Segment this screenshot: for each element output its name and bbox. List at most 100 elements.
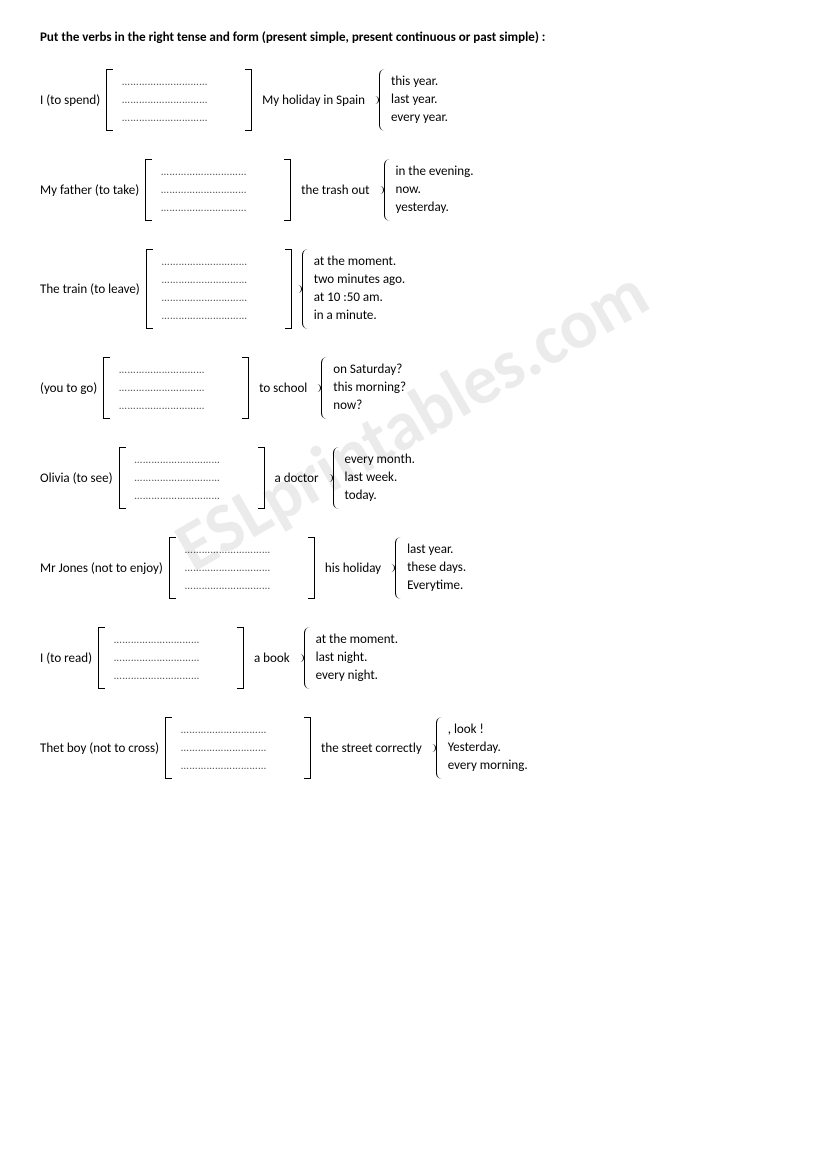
exercise-mid: to school bbox=[255, 381, 311, 396]
blanks-bracket: ……………………………………………………………………………… bbox=[165, 717, 311, 779]
blank-line[interactable]: ………………………… bbox=[181, 757, 295, 775]
blank-line[interactable]: ………………………… bbox=[185, 577, 299, 595]
ending-text: at the moment. bbox=[316, 631, 398, 649]
blank-line[interactable]: ………………………… bbox=[181, 721, 295, 739]
blanks-bracket: ……………………………………………………………………………… bbox=[98, 627, 244, 689]
blank-line[interactable]: ………………………… bbox=[135, 451, 249, 469]
endings-brace: in the evening.now.yesterday. bbox=[380, 159, 480, 221]
ending-text: now? bbox=[333, 397, 406, 415]
ending-text: yesterday. bbox=[396, 199, 474, 217]
ending-text: , look ! bbox=[448, 721, 528, 739]
blank-line[interactable]: ………………………… bbox=[114, 631, 228, 649]
blank-line[interactable]: ………………………… bbox=[119, 361, 233, 379]
brace-left bbox=[391, 537, 401, 599]
blanks-bracket: ……………………………………………………………………………… bbox=[106, 69, 252, 131]
ending-text: every month. bbox=[345, 451, 415, 469]
ending-text: on Saturday? bbox=[333, 361, 406, 379]
exercise-mid: the street correctly bbox=[317, 741, 426, 756]
exercise-mid: My holiday in Spain bbox=[258, 93, 369, 108]
ending-text: two minutes ago. bbox=[314, 271, 405, 289]
blank-line[interactable]: ………………………… bbox=[135, 487, 249, 505]
endings-list: in the evening.now.yesterday. bbox=[390, 159, 480, 221]
blank-lines: ……………………………………………………………………………… bbox=[177, 537, 307, 599]
bracket-left bbox=[106, 69, 114, 131]
bracket-right bbox=[244, 69, 252, 131]
blank-line[interactable]: ………………………… bbox=[114, 667, 228, 685]
ending-text: last year. bbox=[391, 91, 448, 109]
ending-text: these days. bbox=[407, 559, 466, 577]
endings-list: at the moment.two minutes ago.at 10 :50 … bbox=[308, 249, 411, 329]
blank-line[interactable]: ………………………… bbox=[185, 559, 299, 577]
blank-lines: ……………………………………………………………………………… bbox=[106, 627, 236, 689]
ending-text: in a minute. bbox=[314, 307, 405, 325]
brace-left bbox=[298, 249, 308, 329]
blank-line[interactable]: ………………………… bbox=[162, 289, 276, 307]
ending-text: in the evening. bbox=[396, 163, 474, 181]
blank-lines: ………………………………………………………………………………………………………… bbox=[154, 249, 284, 329]
bracket-left bbox=[119, 447, 127, 509]
exercise-subject: My father (to take) bbox=[40, 183, 139, 198]
blank-line[interactable]: ………………………… bbox=[161, 163, 275, 181]
ending-text: Everytime. bbox=[407, 577, 466, 595]
bracket-right bbox=[303, 717, 311, 779]
blanks-bracket: ………………………………………………………………………………………………………… bbox=[146, 249, 292, 329]
bracket-right bbox=[284, 249, 292, 329]
exercise-mid: a doctor bbox=[271, 471, 323, 486]
bracket-left bbox=[165, 717, 173, 779]
blank-line[interactable]: ………………………… bbox=[119, 397, 233, 415]
exercise-row: (you to go)……………………………………………………………………………… bbox=[40, 357, 781, 419]
endings-list: this year.last year.every year. bbox=[385, 69, 454, 131]
blank-line[interactable]: ………………………… bbox=[161, 199, 275, 217]
bracket-right bbox=[236, 627, 244, 689]
exercise-subject: (you to go) bbox=[40, 381, 97, 396]
blank-line[interactable]: ………………………… bbox=[122, 109, 236, 127]
exercise-row: My father (to take)………………………………………………………… bbox=[40, 159, 781, 221]
bracket-left bbox=[146, 249, 154, 329]
exercise-mid: the trash out bbox=[297, 183, 373, 198]
exercise-row: Mr Jones (not to enjoy)……………………………………………… bbox=[40, 537, 781, 599]
exercise-row: Olivia (to see)…………………………………………………………………… bbox=[40, 447, 781, 509]
ending-text: this year. bbox=[391, 73, 448, 91]
endings-brace: at the moment.two minutes ago.at 10 :50 … bbox=[298, 249, 411, 329]
bracket-right bbox=[257, 447, 265, 509]
endings-brace: , look !Yesterday.every morning. bbox=[432, 717, 534, 779]
brace-left bbox=[300, 627, 310, 689]
blank-line[interactable]: ………………………… bbox=[114, 649, 228, 667]
blanks-bracket: ……………………………………………………………………………… bbox=[145, 159, 291, 221]
exercise-subject: The train (to leave) bbox=[40, 282, 140, 297]
blank-line[interactable]: ………………………… bbox=[119, 379, 233, 397]
endings-list: at the moment.last night.every night. bbox=[310, 627, 404, 689]
ending-text: today. bbox=[345, 487, 415, 505]
exercise-mid: his holiday bbox=[321, 561, 385, 576]
exercise-mid: a book bbox=[250, 651, 294, 666]
blank-line[interactable]: ………………………… bbox=[185, 541, 299, 559]
ending-text: at 10 :50 am. bbox=[314, 289, 405, 307]
blanks-bracket: ……………………………………………………………………………… bbox=[119, 447, 265, 509]
brace-left bbox=[317, 357, 327, 419]
ending-text: every morning. bbox=[448, 757, 528, 775]
blank-lines: ……………………………………………………………………………… bbox=[153, 159, 283, 221]
exercise-subject: Mr Jones (not to enjoy) bbox=[40, 561, 163, 576]
ending-text: this morning? bbox=[333, 379, 406, 397]
blank-line[interactable]: ………………………… bbox=[135, 469, 249, 487]
blank-line[interactable]: ………………………… bbox=[181, 739, 295, 757]
worksheet-title: Put the verbs in the right tense and for… bbox=[40, 30, 781, 45]
exercise-subject: Olivia (to see) bbox=[40, 471, 113, 486]
blank-line[interactable]: ………………………… bbox=[161, 181, 275, 199]
blank-lines: ……………………………………………………………………………… bbox=[111, 357, 241, 419]
brace-left bbox=[380, 159, 390, 221]
blank-line[interactable]: ………………………… bbox=[122, 73, 236, 91]
blank-line[interactable]: ………………………… bbox=[162, 271, 276, 289]
ending-text: last week. bbox=[345, 469, 415, 487]
blank-line[interactable]: ………………………… bbox=[122, 91, 236, 109]
brace-left bbox=[432, 717, 442, 779]
endings-list: on Saturday?this morning?now? bbox=[327, 357, 412, 419]
blank-line[interactable]: ………………………… bbox=[162, 307, 276, 325]
brace-left bbox=[375, 69, 385, 131]
blank-line[interactable]: ………………………… bbox=[162, 253, 276, 271]
blanks-bracket: ……………………………………………………………………………… bbox=[103, 357, 249, 419]
bracket-right bbox=[307, 537, 315, 599]
exercise-subject: I (to read) bbox=[40, 651, 92, 666]
endings-brace: on Saturday?this morning?now? bbox=[317, 357, 412, 419]
exercises-list: I (to spend)…………………………………………………………………………… bbox=[40, 69, 781, 779]
